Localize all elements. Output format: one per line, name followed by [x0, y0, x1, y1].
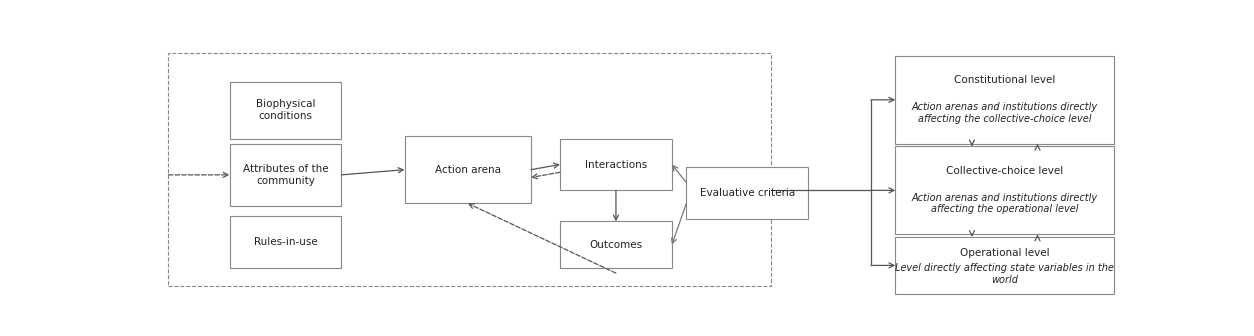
Text: Outcomes: Outcomes — [589, 240, 642, 250]
Text: Collective-choice level: Collective-choice level — [946, 166, 1063, 176]
FancyBboxPatch shape — [229, 82, 341, 139]
Text: Biophysical
conditions: Biophysical conditions — [256, 99, 315, 121]
FancyBboxPatch shape — [229, 144, 341, 206]
FancyBboxPatch shape — [561, 221, 672, 268]
Text: Constitutional level: Constitutional level — [954, 76, 1056, 85]
Text: Evaluative criteria: Evaluative criteria — [700, 188, 795, 198]
Text: Attributes of the
community: Attributes of the community — [243, 164, 329, 186]
FancyBboxPatch shape — [895, 56, 1114, 144]
Text: Action arena: Action arena — [435, 165, 500, 175]
FancyBboxPatch shape — [561, 139, 672, 191]
Text: Action arenas and institutions directly
affecting the operational level: Action arenas and institutions directly … — [912, 193, 1097, 214]
FancyBboxPatch shape — [895, 146, 1114, 235]
Text: Interactions: Interactions — [584, 160, 647, 169]
FancyBboxPatch shape — [895, 237, 1114, 294]
FancyBboxPatch shape — [405, 136, 530, 203]
FancyBboxPatch shape — [229, 216, 341, 268]
FancyBboxPatch shape — [686, 167, 808, 219]
Text: Rules-in-use: Rules-in-use — [253, 237, 317, 247]
Text: Operational level: Operational level — [959, 248, 1050, 258]
Text: Level directly affecting state variables in the
world: Level directly affecting state variables… — [895, 263, 1114, 285]
Text: Action arenas and institutions directly
affecting the collective-choice level: Action arenas and institutions directly … — [912, 102, 1097, 124]
